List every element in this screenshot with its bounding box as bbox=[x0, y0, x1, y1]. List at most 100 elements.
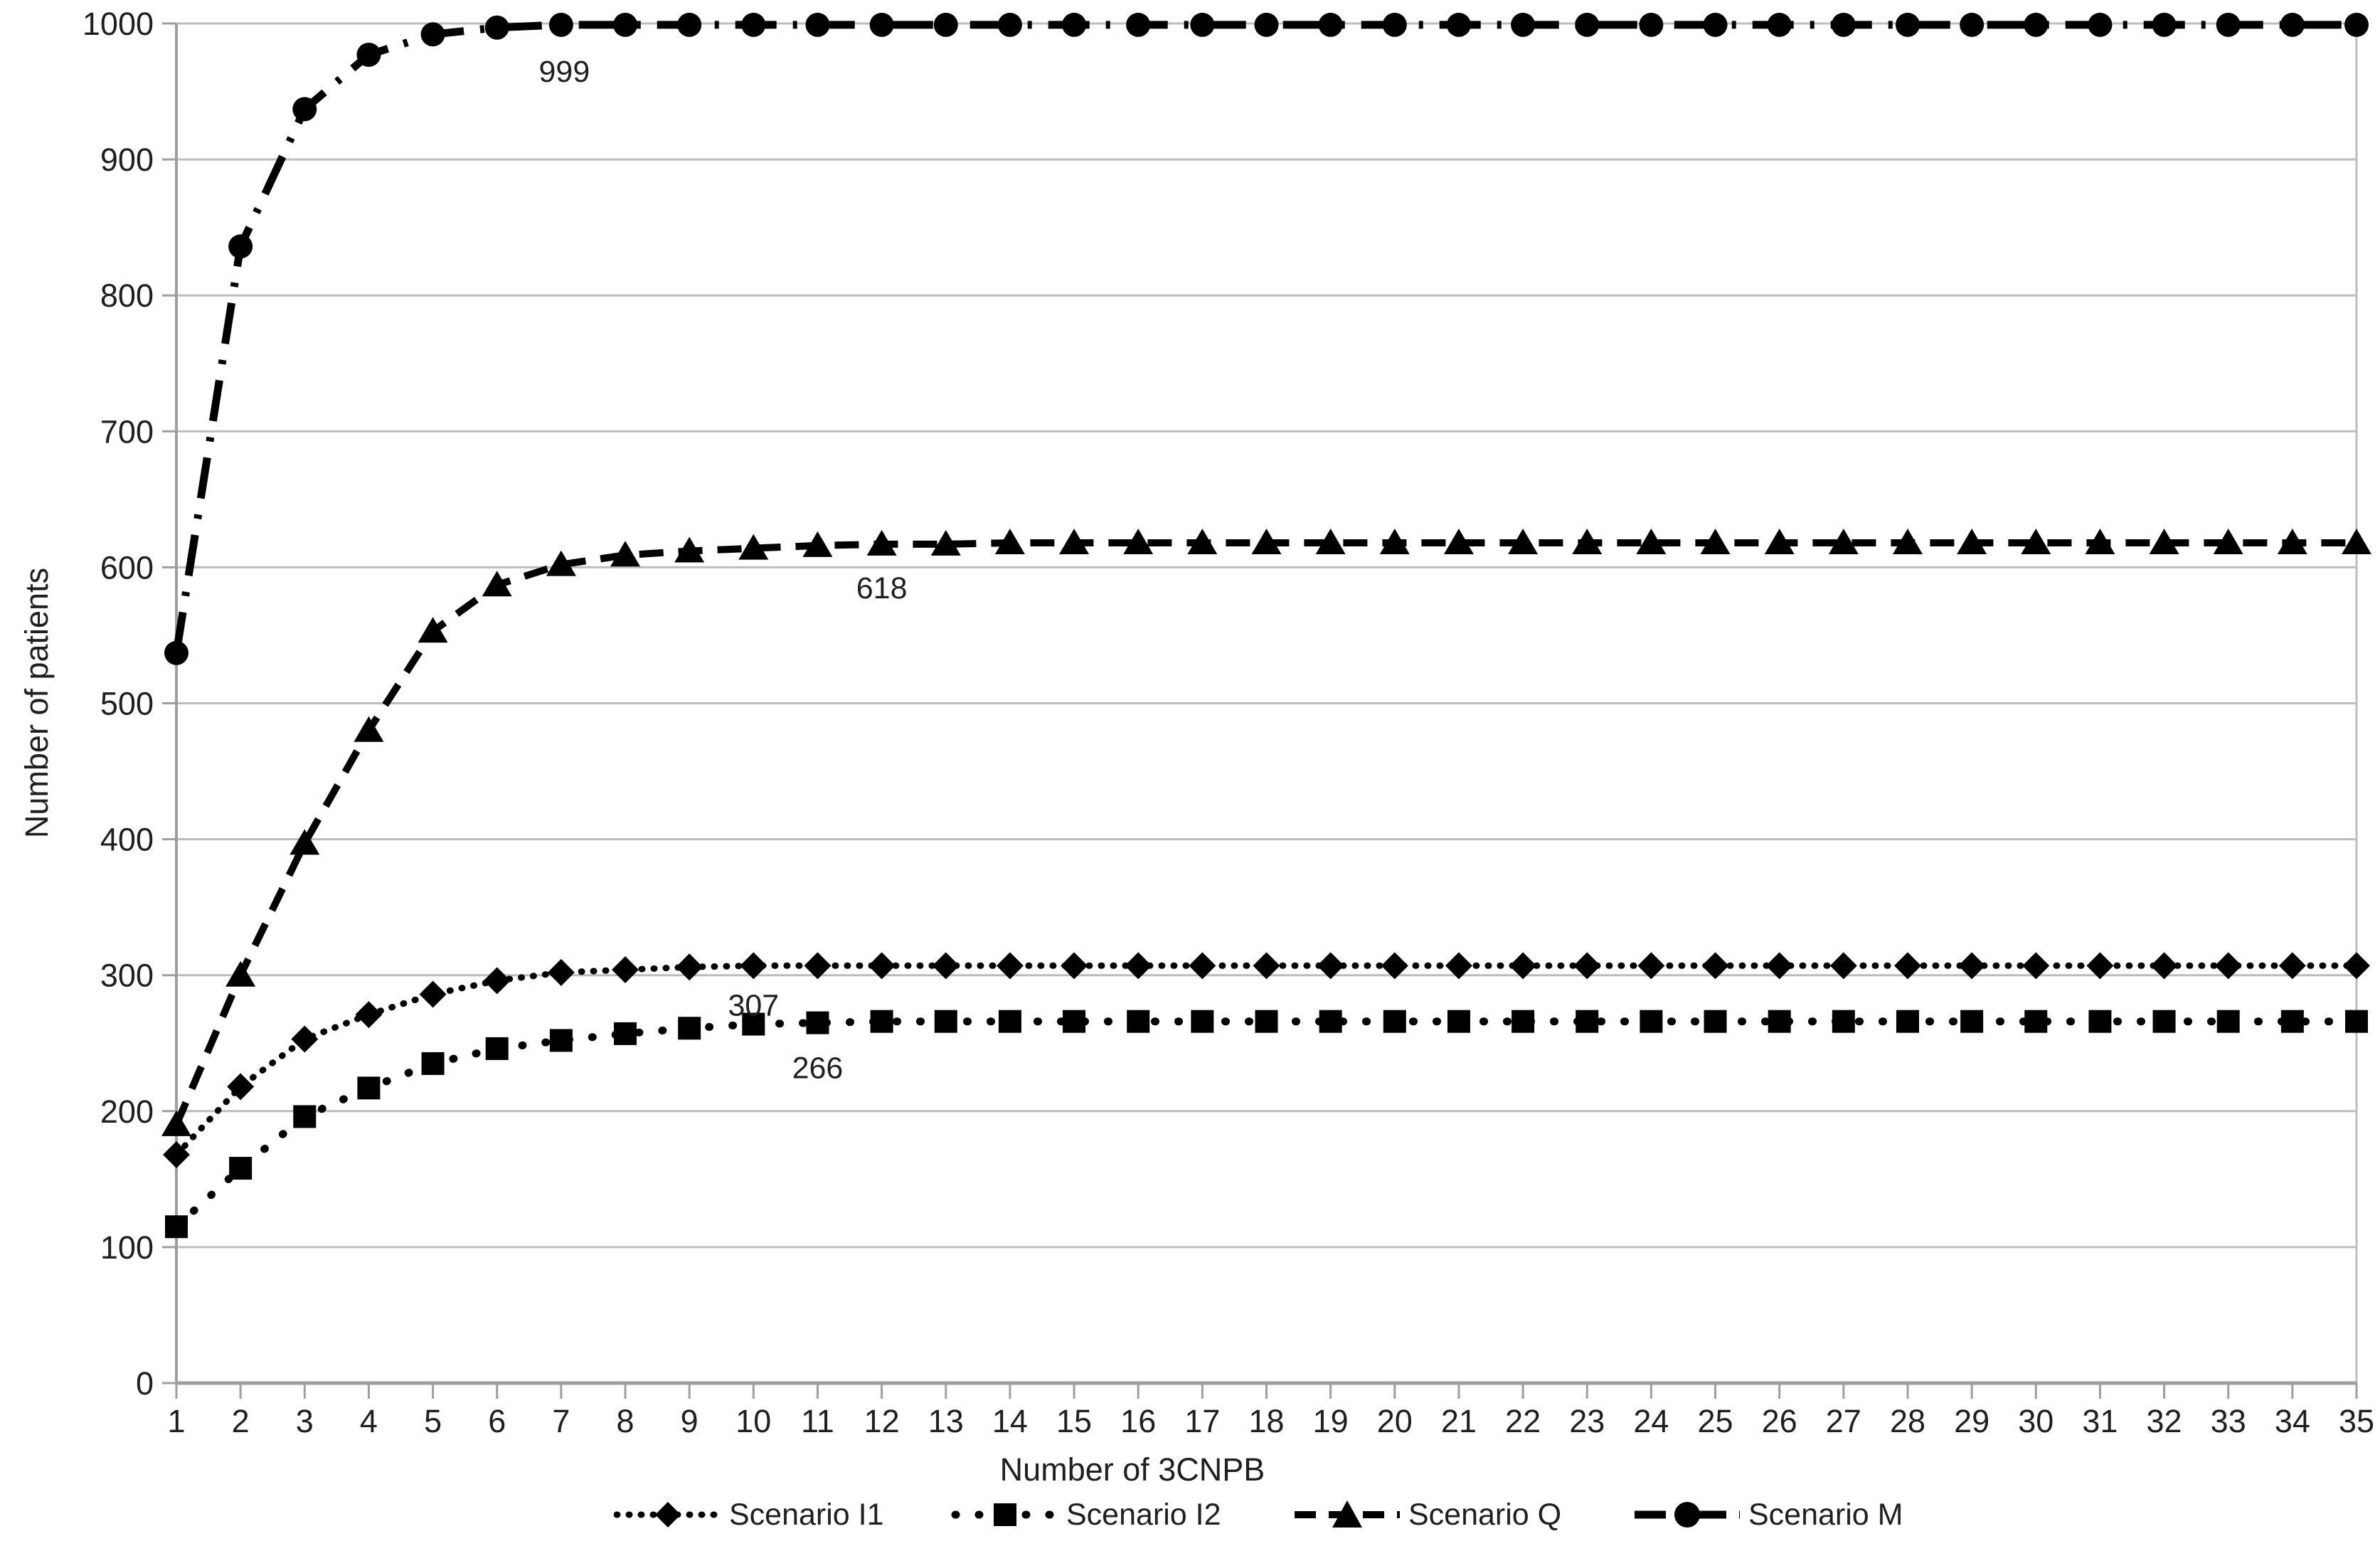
diamond-marker bbox=[1189, 952, 1216, 980]
y-tick-label: 700 bbox=[100, 413, 154, 450]
triangle-marker bbox=[1187, 529, 1218, 555]
diamond-marker bbox=[291, 1025, 319, 1053]
triangle-marker bbox=[482, 571, 512, 597]
square-marker bbox=[229, 1157, 253, 1180]
square-marker bbox=[1768, 1010, 1791, 1033]
circle-marker bbox=[356, 42, 381, 67]
x-tick-label: 4 bbox=[360, 1403, 378, 1439]
circle-marker bbox=[164, 640, 188, 665]
diamond-marker bbox=[612, 956, 639, 984]
triangle-marker bbox=[418, 617, 448, 643]
circle-marker bbox=[677, 12, 702, 37]
diamond-marker bbox=[2278, 952, 2306, 980]
circle-marker bbox=[1254, 12, 1279, 37]
diamond-marker bbox=[676, 953, 703, 981]
triangle-marker bbox=[225, 960, 256, 987]
triangle-marker bbox=[1892, 529, 1923, 555]
triangle-marker bbox=[1443, 529, 1474, 555]
legend-item-scenario-q: Scenario Q bbox=[1293, 1496, 1561, 1533]
circle-marker bbox=[292, 97, 317, 122]
legend-item-scenario-m: Scenario M bbox=[1633, 1496, 1903, 1533]
diamond-marker bbox=[1317, 952, 1344, 980]
triangle-marker bbox=[866, 529, 897, 556]
diamond-marker-icon bbox=[655, 1502, 681, 1528]
triangle-marker bbox=[2277, 529, 2307, 555]
square-marker bbox=[2345, 1010, 2368, 1033]
series-line-scenario-i1 bbox=[173, 962, 2360, 1158]
x-tick-label: 27 bbox=[1826, 1403, 1861, 1439]
diamond-marker bbox=[1125, 952, 1152, 980]
triangle-marker bbox=[610, 541, 641, 567]
circle-marker bbox=[613, 12, 638, 37]
square-marker bbox=[1640, 1010, 1663, 1033]
square-marker bbox=[1447, 1010, 1470, 1033]
triangle-marker bbox=[2085, 529, 2115, 555]
diamond-marker bbox=[2214, 952, 2242, 980]
circle-marker bbox=[1895, 12, 1920, 37]
diamond-marker bbox=[1445, 952, 1472, 980]
x-tick-label: 21 bbox=[1441, 1403, 1477, 1439]
square-marker bbox=[1960, 1010, 1984, 1033]
triangle-marker bbox=[930, 529, 961, 556]
square-marker bbox=[998, 1010, 1021, 1033]
diamond-marker bbox=[2150, 952, 2178, 980]
x-tick-label: 35 bbox=[2339, 1403, 2374, 1439]
legend-label: Scenario I2 bbox=[1066, 1497, 1221, 1532]
diamond-marker bbox=[355, 1001, 383, 1029]
diamond-marker bbox=[1701, 952, 1729, 980]
triangle-marker bbox=[1828, 529, 1859, 555]
annotation: 618 bbox=[856, 571, 908, 605]
diamond-marker bbox=[547, 958, 575, 986]
triangle-marker bbox=[802, 531, 833, 557]
annotation: 999 bbox=[539, 55, 590, 89]
circle-marker bbox=[1639, 12, 1664, 37]
square-marker bbox=[549, 1029, 573, 1052]
circle-marker bbox=[484, 15, 509, 40]
circle-marker bbox=[805, 12, 830, 37]
circle-marker bbox=[420, 22, 445, 47]
diamond-marker bbox=[1061, 952, 1088, 980]
triangle-marker bbox=[1315, 529, 1346, 555]
legend-swatch-sparse-dotted-square bbox=[951, 1503, 1059, 1526]
triangle-marker bbox=[738, 534, 769, 560]
triangle-marker bbox=[1957, 529, 1987, 555]
legend-swatch-dashed-triangle bbox=[1295, 1500, 1400, 1528]
circle-marker bbox=[869, 12, 894, 37]
y-tick-label: 1000 bbox=[83, 6, 154, 42]
x-tick-label: 18 bbox=[1248, 1403, 1284, 1439]
square-marker bbox=[1063, 1010, 1086, 1033]
annotation: 307 bbox=[728, 989, 779, 1023]
x-tick-label: 22 bbox=[1505, 1403, 1541, 1439]
x-axis-title: Number of 3CNPB bbox=[999, 1451, 1265, 1488]
legend-label: Scenario Q bbox=[1408, 1497, 1562, 1532]
triangle-marker bbox=[1700, 529, 1731, 555]
x-tick-label: 2 bbox=[232, 1403, 250, 1439]
triangle-marker bbox=[1508, 529, 1539, 555]
circle-marker bbox=[1831, 12, 1856, 37]
annotation: 266 bbox=[792, 1052, 844, 1086]
triangle-marker bbox=[2021, 529, 2051, 555]
diamond-marker bbox=[804, 952, 832, 980]
legend-label: Scenario M bbox=[1748, 1497, 1903, 1532]
x-tick-label: 26 bbox=[1762, 1403, 1797, 1439]
series-line-scenario-m bbox=[172, 21, 2357, 654]
triangle-marker bbox=[1764, 529, 1795, 555]
circle-marker bbox=[2024, 12, 2049, 37]
diamond-marker bbox=[419, 980, 447, 1008]
y-tick-label: 800 bbox=[100, 277, 154, 314]
triangle-marker-icon bbox=[1332, 1500, 1362, 1528]
square-marker bbox=[934, 1010, 957, 1033]
x-tick-label: 34 bbox=[2275, 1403, 2310, 1439]
circle-marker bbox=[2344, 12, 2369, 37]
legend-label: Scenario I1 bbox=[729, 1497, 884, 1532]
square-marker bbox=[165, 1215, 188, 1239]
square-marker bbox=[806, 1011, 829, 1034]
square-marker bbox=[678, 1017, 701, 1040]
square-marker-icon bbox=[994, 1503, 1016, 1526]
circle-marker bbox=[2152, 12, 2177, 37]
circle-marker bbox=[228, 234, 253, 259]
x-tick-label: 24 bbox=[1633, 1403, 1669, 1439]
diamond-marker bbox=[868, 952, 896, 980]
y-tick-label: 600 bbox=[100, 549, 154, 586]
square-marker bbox=[2088, 1010, 2112, 1033]
